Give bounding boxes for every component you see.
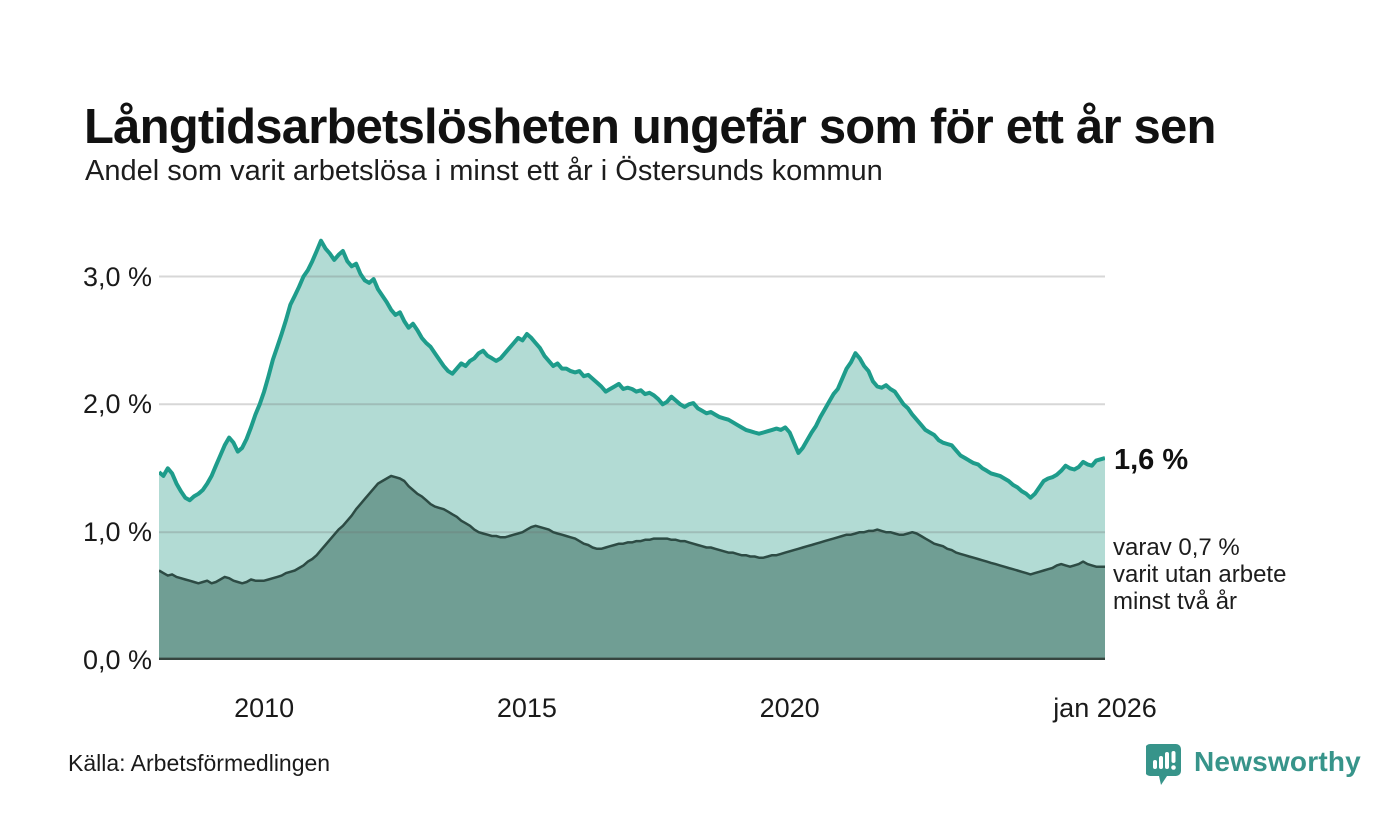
x-tick-label: jan 2026 — [1053, 693, 1157, 723]
annotation-line: varav 0,7 % — [1113, 534, 1240, 561]
secondary-series-line — [158, 474, 1105, 585]
series-end-value-label: 1,6 % — [1114, 444, 1189, 476]
y-tick-label: 3,0 % — [82, 261, 152, 292]
secondary-series-area — [159, 475, 1105, 660]
y-tick-label: 1,0 % — [82, 517, 152, 548]
brand-logo: Newsworthy — [1145, 743, 1361, 787]
annotation-line: varit utan arbete — [1113, 561, 1287, 588]
secondary-series-annotation: varav 0,7 % varit utan arbete minst två … — [1113, 534, 1286, 615]
brand-name: Newsworthy — [1194, 746, 1361, 777]
y-tick-label: 0,0 % — [82, 645, 152, 675]
x-tick-label: 2015 — [496, 693, 557, 723]
total-series-line — [157, 238, 1106, 503]
y-tick-label: 2,0 % — [82, 389, 152, 420]
page-title: Långtidsarbetslösheten ungefär som för e… — [84, 99, 1216, 154]
newsworthy-chart-bubble-icon — [1145, 743, 1182, 792]
source-credit: Källa: Arbetsförmedlingen — [68, 750, 331, 776]
area-chart-svg — [157, 238, 1106, 660]
x-tick-label: 2020 — [759, 693, 820, 723]
x-tick-label: 2010 — [234, 693, 295, 723]
annotation-line: minst två år — [1113, 588, 1238, 615]
chart-subtitle: Andel som varit arbetslösa i minst ett å… — [85, 155, 883, 187]
chart-area — [157, 219, 1106, 660]
